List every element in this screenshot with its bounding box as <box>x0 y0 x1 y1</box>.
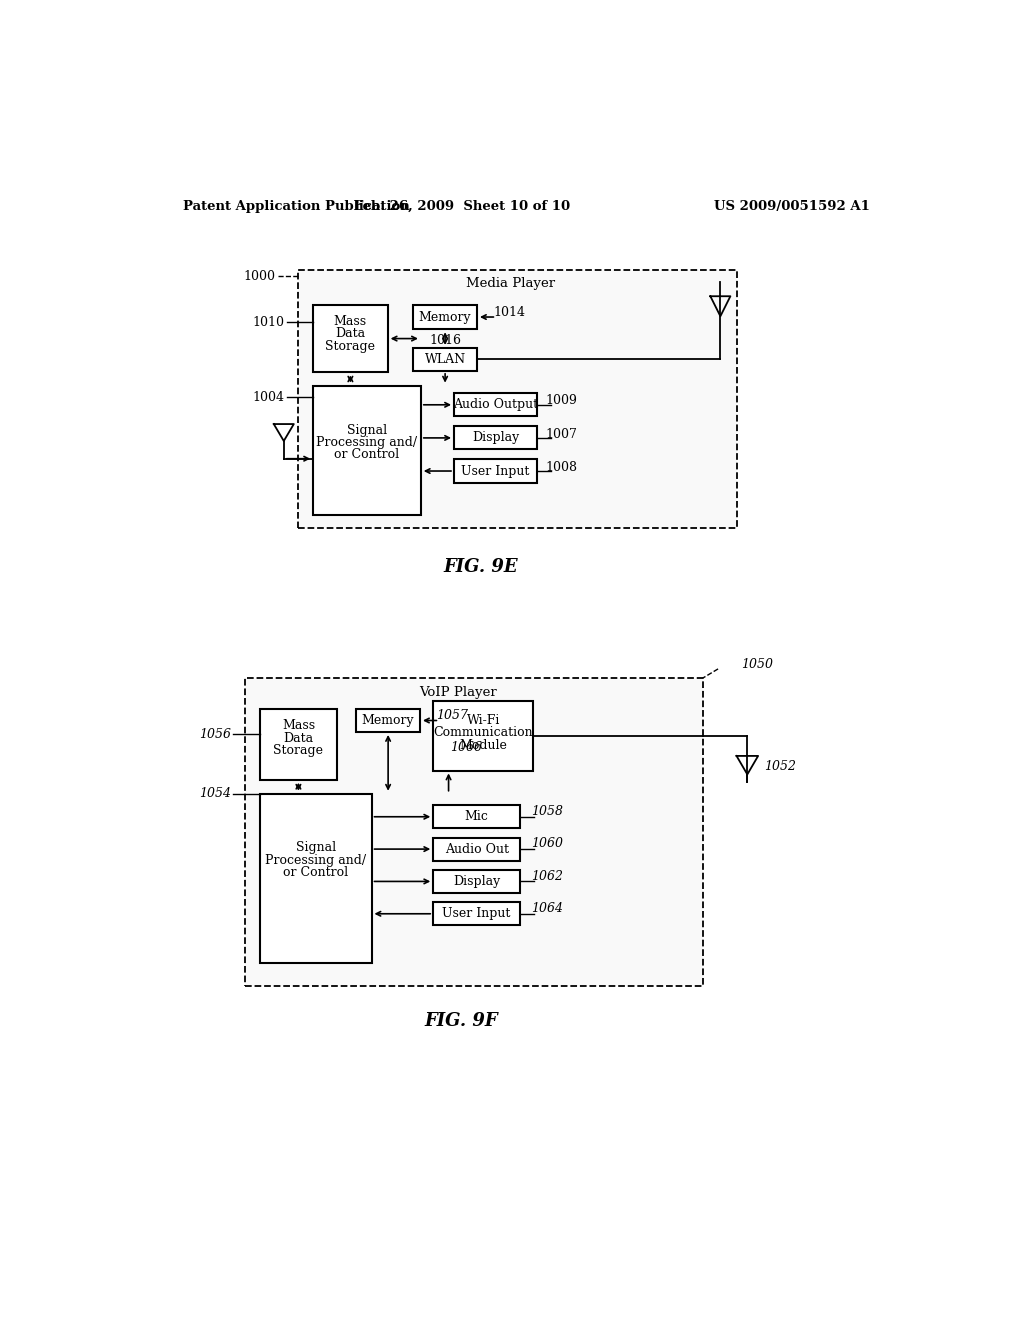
FancyBboxPatch shape <box>454 393 538 416</box>
FancyBboxPatch shape <box>313 385 421 515</box>
Text: Signal: Signal <box>347 424 387 437</box>
Text: Mass: Mass <box>282 719 315 733</box>
FancyBboxPatch shape <box>413 305 477 330</box>
Text: Display: Display <box>453 875 501 888</box>
Text: 1058: 1058 <box>531 805 563 818</box>
Text: User Input: User Input <box>442 907 511 920</box>
Text: Communication: Communication <box>433 726 534 739</box>
Text: Memory: Memory <box>361 714 415 727</box>
FancyBboxPatch shape <box>313 305 388 372</box>
Text: Processing and/: Processing and/ <box>265 854 367 867</box>
Text: Feb. 26, 2009  Sheet 10 of 10: Feb. 26, 2009 Sheet 10 of 10 <box>353 199 569 213</box>
Text: Storage: Storage <box>273 744 324 758</box>
Text: 1007: 1007 <box>546 428 578 441</box>
Text: Memory: Memory <box>419 310 471 323</box>
FancyBboxPatch shape <box>454 426 538 449</box>
Text: FIG. 9F: FIG. 9F <box>425 1012 499 1030</box>
FancyBboxPatch shape <box>356 709 420 733</box>
FancyBboxPatch shape <box>433 870 520 892</box>
Text: Media Player: Media Player <box>466 277 555 289</box>
Text: 1057: 1057 <box>436 709 468 722</box>
Text: Audio Out: Audio Out <box>444 842 509 855</box>
Text: or Control: or Control <box>284 866 348 879</box>
Text: Display: Display <box>472 432 519 445</box>
FancyBboxPatch shape <box>298 271 737 528</box>
Text: 1014: 1014 <box>494 306 525 319</box>
FancyBboxPatch shape <box>454 459 538 483</box>
FancyBboxPatch shape <box>433 838 520 861</box>
Text: 1052: 1052 <box>764 760 796 774</box>
Text: 1016: 1016 <box>429 334 462 347</box>
Text: 1054: 1054 <box>199 787 230 800</box>
FancyBboxPatch shape <box>413 348 477 371</box>
Text: 1000: 1000 <box>244 269 275 282</box>
Text: Wi-Fi: Wi-Fi <box>467 714 500 727</box>
Text: Mass: Mass <box>334 315 367 329</box>
FancyBboxPatch shape <box>433 805 520 829</box>
Text: Data: Data <box>335 327 366 341</box>
Text: Mic: Mic <box>465 810 488 824</box>
Text: or Control: or Control <box>335 449 399 462</box>
Text: 1004: 1004 <box>253 391 285 404</box>
Text: 1050: 1050 <box>741 657 773 671</box>
Text: 1008: 1008 <box>546 461 578 474</box>
Text: 1010: 1010 <box>253 315 285 329</box>
Text: 1066: 1066 <box>451 741 482 754</box>
FancyBboxPatch shape <box>245 678 702 986</box>
Text: Module: Module <box>460 739 507 751</box>
Text: Signal: Signal <box>296 841 336 854</box>
FancyBboxPatch shape <box>433 903 520 925</box>
Text: 1062: 1062 <box>531 870 563 883</box>
Text: 1056: 1056 <box>199 727 230 741</box>
Text: 1009: 1009 <box>546 395 578 408</box>
FancyBboxPatch shape <box>433 701 534 771</box>
Text: Storage: Storage <box>326 339 376 352</box>
Text: Data: Data <box>284 731 313 744</box>
FancyBboxPatch shape <box>260 793 372 964</box>
Text: Audio Output: Audio Output <box>453 399 538 412</box>
FancyBboxPatch shape <box>260 709 337 780</box>
Text: Processing and/: Processing and/ <box>316 436 418 449</box>
Text: Patent Application Publication: Patent Application Publication <box>183 199 410 213</box>
Text: 1060: 1060 <box>531 837 563 850</box>
Text: 1064: 1064 <box>531 902 563 915</box>
Text: FIG. 9E: FIG. 9E <box>443 557 518 576</box>
Text: US 2009/0051592 A1: US 2009/0051592 A1 <box>714 199 869 213</box>
Text: User Input: User Input <box>462 465 529 478</box>
Text: VoIP Player: VoIP Player <box>419 685 497 698</box>
Text: WLAN: WLAN <box>425 352 466 366</box>
